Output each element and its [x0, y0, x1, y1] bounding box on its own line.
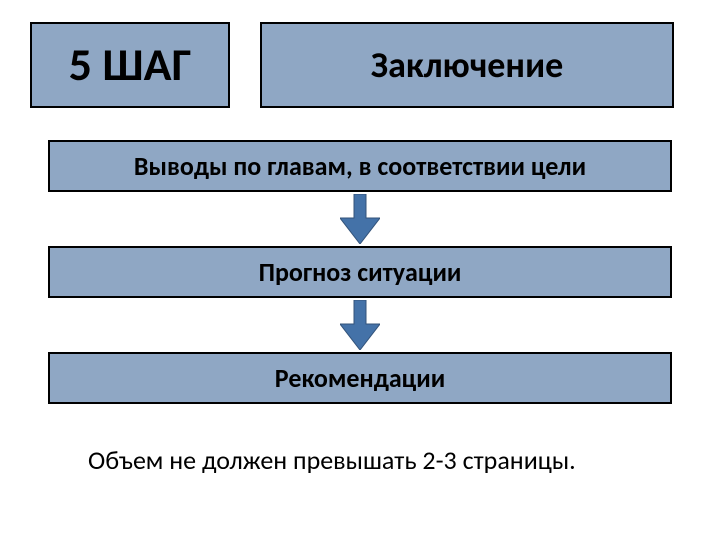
- step-box: 5 ШАГ: [30, 22, 230, 108]
- flow-box-1: Выводы по главам, в соответствии цели: [48, 140, 672, 192]
- title-box: Заключение: [260, 22, 674, 108]
- flow-box-3: Рекомендации: [48, 352, 672, 404]
- caption-text: Объем не должен превышать 2-3 страницы.: [88, 444, 576, 476]
- arrow-down-icon: [340, 194, 380, 244]
- slide: 5 ШАГ Заключение Выводы по главам, в соо…: [0, 0, 720, 540]
- arrow-down-icon: [340, 300, 380, 350]
- flow-box-2: Прогноз ситуации: [48, 246, 672, 298]
